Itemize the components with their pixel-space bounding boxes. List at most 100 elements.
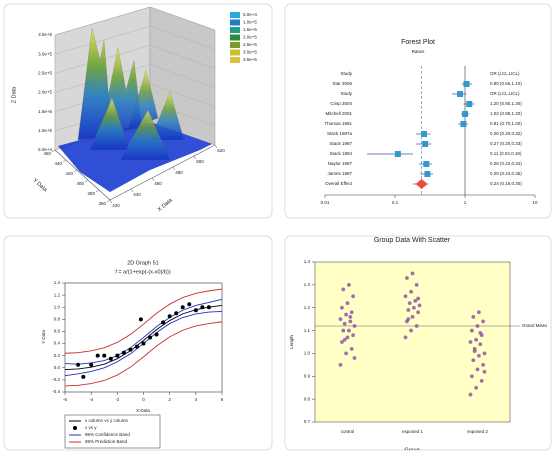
legend-swatch [230,42,240,48]
data-point [479,378,484,383]
x-tick-label: exposed 2 [467,429,488,434]
legend-swatch [230,27,240,33]
data-point [108,356,113,361]
y-tick [51,149,56,153]
band-line [64,288,223,354]
y-tick-label: 1.2 [54,292,61,297]
estimate-marker [466,101,473,107]
y-tick-label: 0.7 [304,419,311,424]
forest-chart: Forest Plot Ratios 0.01 0.1 1 10 Study OR (LCL,… [321,39,538,205]
chart-subtitle: f = a/(1+exp(-(x-x0)/b)) [115,269,170,275]
data-point [406,317,411,322]
y-tick-label: 400 [76,181,84,186]
data-point [416,296,420,301]
data-point [414,324,419,328]
grand-mean-label: Grand Mean [522,323,548,328]
study-label: Overall Effect [325,181,353,186]
data-point [154,332,159,337]
x-tick-label: 0 [142,397,145,402]
data-point [477,353,481,358]
estimate-label: OR (LCL,UCL) [490,91,520,96]
data-point [347,282,351,287]
data-point [340,305,344,310]
data-point [351,333,355,338]
study-label: Thomas 1981 [324,121,352,126]
data-point [352,356,357,360]
legend-label: x vs y [85,425,97,430]
data-point [138,317,143,322]
x-tick [109,199,113,204]
y-tick-label: 440 [54,161,62,166]
y-tick-label: 0.0 [54,365,61,370]
overall-diamond [415,179,428,189]
data-point [121,350,126,355]
data-point [478,330,483,335]
data-point [471,358,476,363]
legend-dot [73,426,77,430]
estimate-marker [463,81,470,87]
data-point [81,374,86,379]
estimate-marker [457,91,464,97]
y-tick [84,179,89,183]
x-tick-label: 480 [175,170,183,175]
study-label: Crisp 2004 [330,101,352,106]
data-point [128,347,133,352]
z-axis-label: Z Data [11,86,17,103]
data-point [342,337,347,342]
y-tick-label: 0.9 [304,373,311,378]
y-tick-label: 1.0 [304,351,311,356]
data-point [474,385,478,390]
data-point [410,314,415,319]
y-tick-label: 0.2 [54,353,61,358]
z-tick-label: 3.0e+5 [38,51,52,56]
data-point [468,392,473,397]
z-tick-label: 2.0e+5 [38,90,52,95]
x-tick-label: -6 [63,397,67,402]
data-point [412,305,416,310]
estimate-marker [421,131,428,137]
y-tick-label: 0.8 [304,396,311,401]
chart-title: Group Data With Scatter [374,237,451,244]
estimate-marker [460,121,467,127]
legend-label: x column vs y column [85,418,129,423]
y-tick-label: -0.2 [52,377,60,382]
data-point [76,362,81,367]
estimate-marker [424,171,431,177]
estimate-label: 0.90 (0.65,1.10) [490,81,522,86]
surface-peak [149,91,185,141]
card[interactable] [3,235,273,451]
chart-title: Forest Plot [401,39,435,46]
y-tick-label: 1.2 [304,305,311,310]
data-point [351,294,355,299]
x-tick-label: 4 [195,397,198,402]
estimate-label: 1.20 (0.80,1.30) [490,101,522,106]
chart-subtitle: Ratios [412,49,426,54]
x-tick-label: 6 [221,397,224,402]
estimate-marker [394,151,401,157]
data-point [470,328,474,333]
z-tick-label: 1.5e+5 [38,109,52,114]
data-point [134,344,139,349]
card[interactable] [284,3,552,219]
surface-peak [119,109,171,161]
y-tick-label: 380 [87,191,95,196]
data-point [349,310,354,315]
study-label: Study [340,91,352,96]
legend-label: 5.0e+4 [243,12,257,17]
x-tick-label: 0.1 [392,200,399,205]
data-point [413,298,418,303]
data-point [174,311,179,316]
x-tick-label: 2 [168,397,171,402]
x-tick-label: 460 [154,181,162,186]
grid-line [54,6,216,36]
grid-line [54,45,216,74]
estimate-label: 1.02 (0.88,1.20) [490,111,522,116]
legend-label: 1.0e+5 [243,20,257,25]
y-tick-label: 360 [98,201,106,206]
x-tick [172,166,176,171]
study-label: Stack 1987a [327,131,353,136]
x-tick-label: exposed 1 [402,429,423,434]
legend-swatch [230,19,240,26]
fit-chart: 2D Graph 51f = a/(1+exp(-(x-x0)/b))-0.4-… [41,260,224,449]
